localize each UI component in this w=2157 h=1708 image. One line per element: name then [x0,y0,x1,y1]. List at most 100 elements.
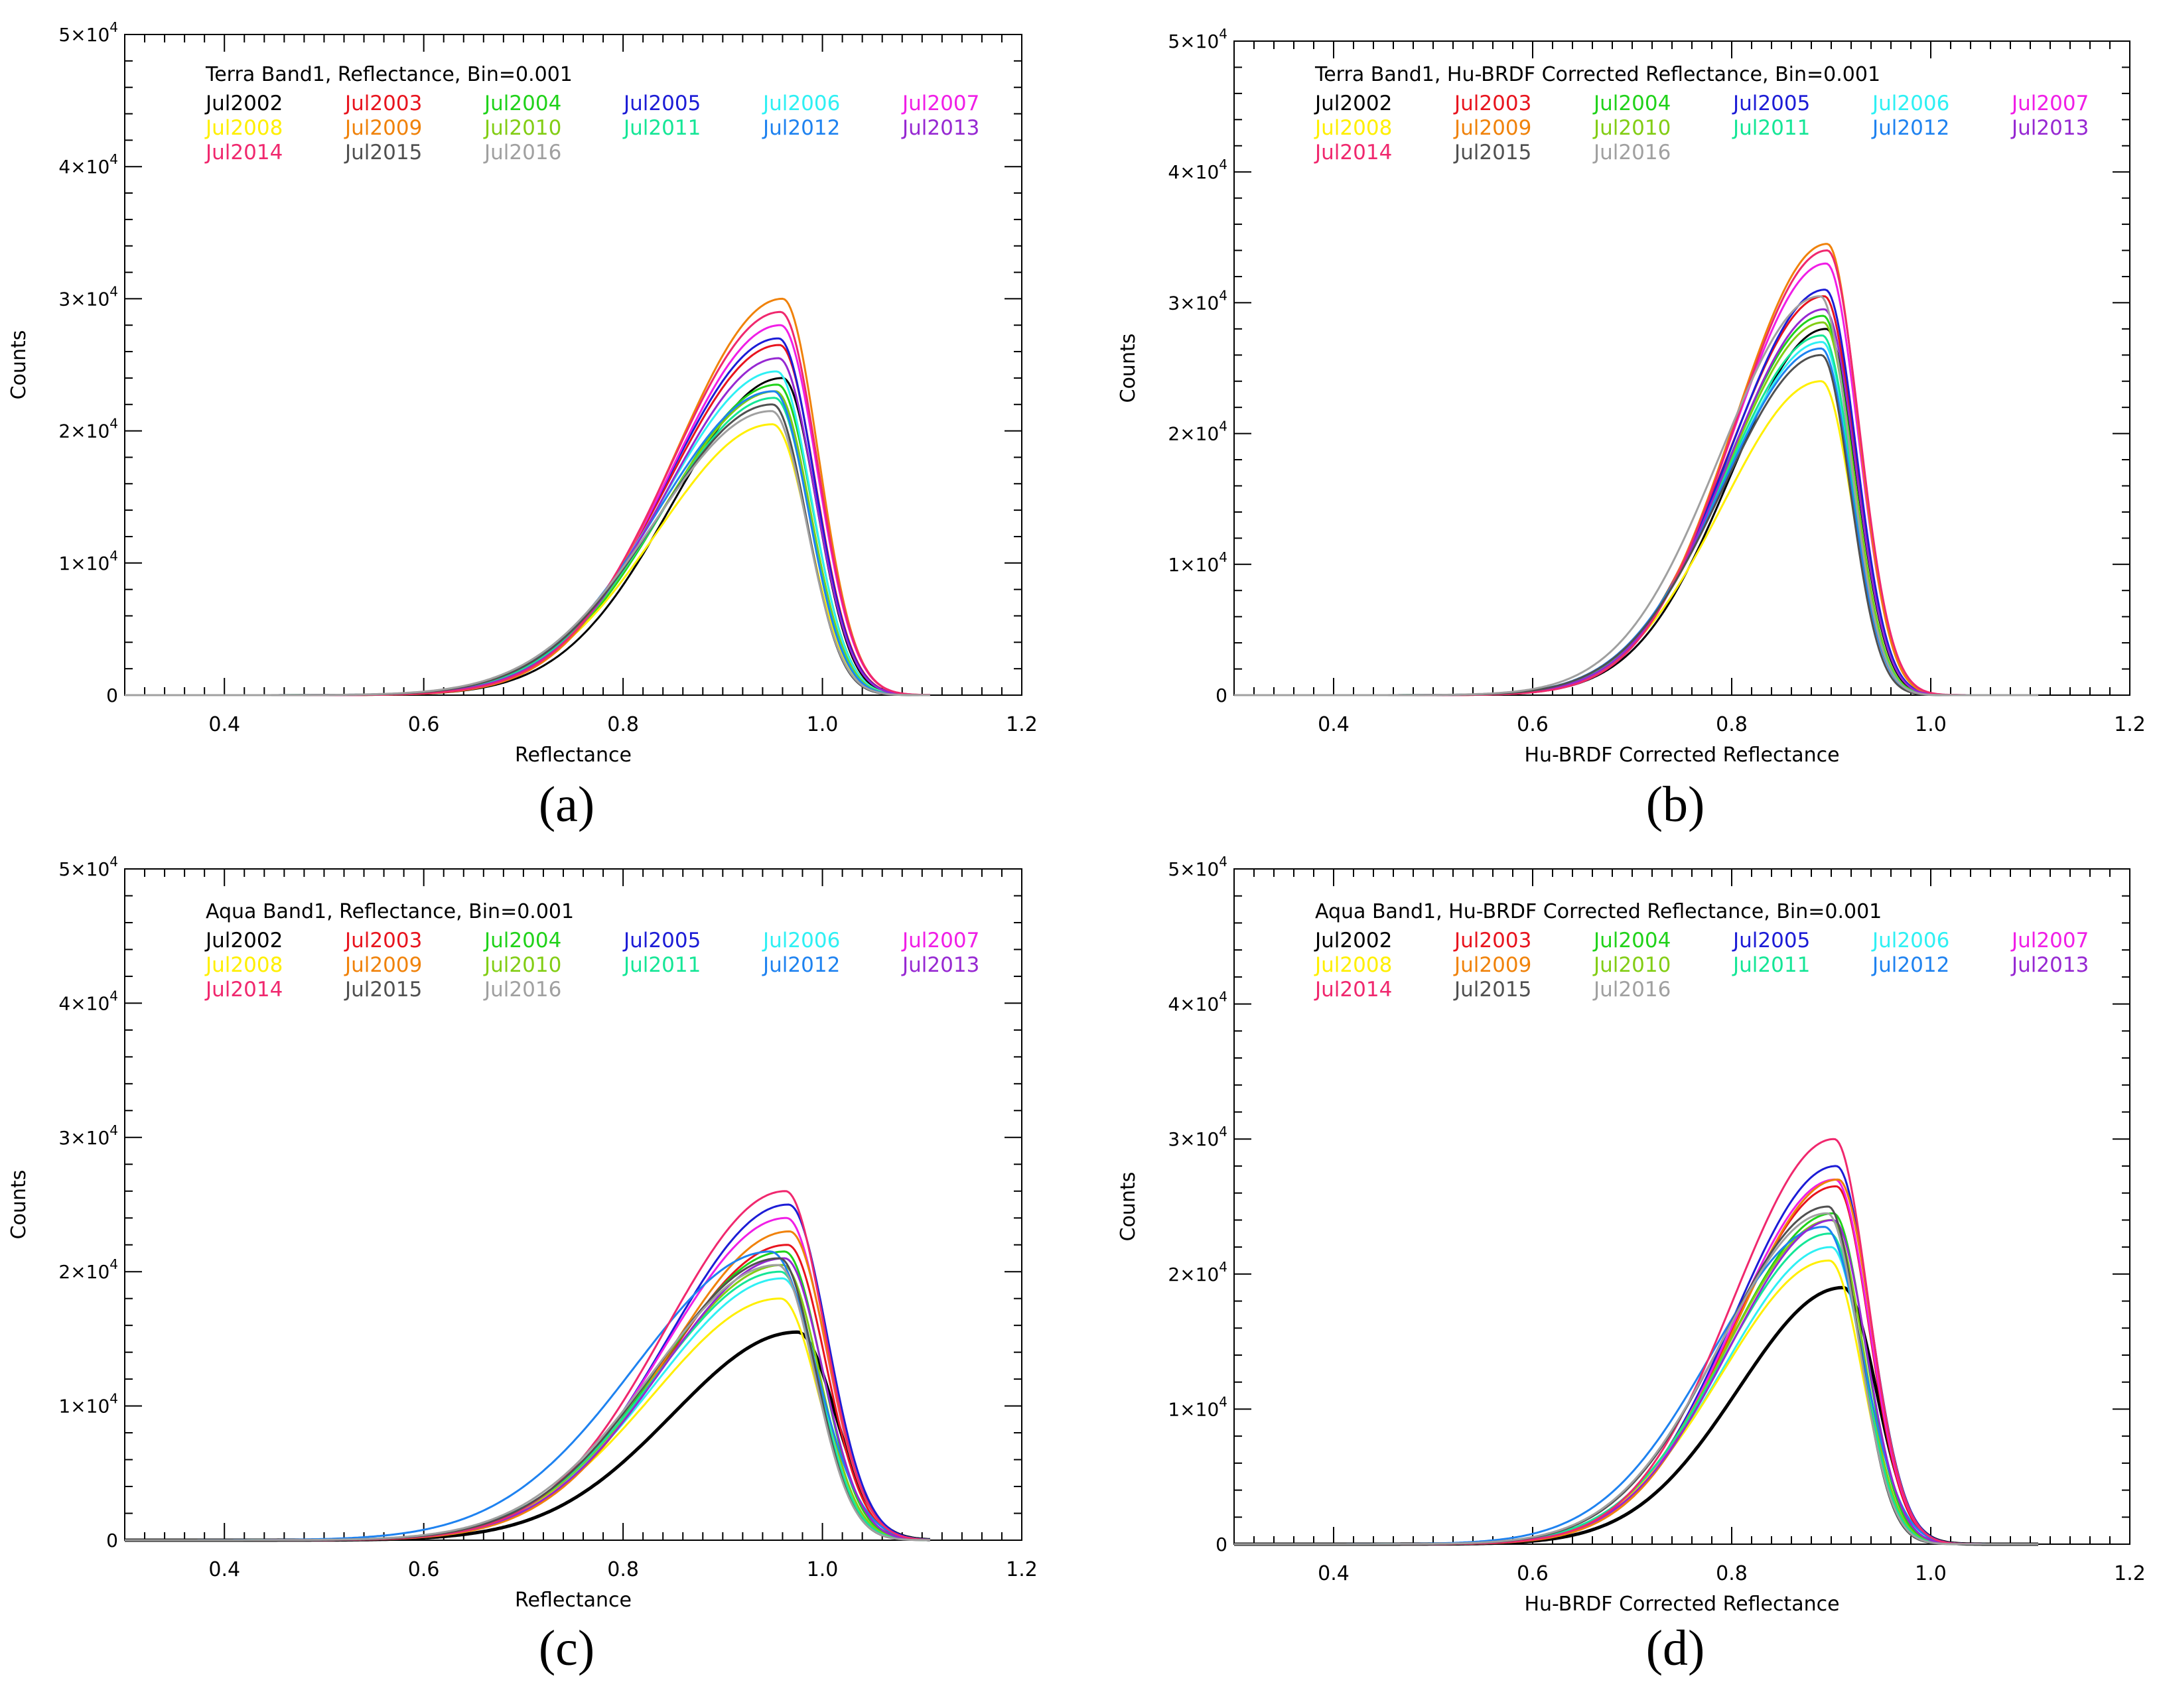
x-tick-label: 0.8 [607,1558,639,1581]
y-tick-label: 3×104 [1168,1124,1227,1150]
series-line-jul2012 [125,1250,930,1542]
y-tick-label: 1×104 [1168,1394,1227,1420]
panel-label: (d) [1646,1620,1705,1676]
legend-entry: Jul2015 [344,141,422,164]
y-tick-label: 5×104 [58,854,118,880]
y-tick-label: 4×104 [58,151,118,178]
plot-frame [1233,40,2130,696]
y-tick-label-exp: 4 [109,19,118,35]
series-line-jul2014 [125,1190,930,1542]
panel-label: (c) [539,1620,594,1676]
x-tick-label: 0.8 [1716,713,1748,736]
series-line-jul2010 [1234,1218,2038,1545]
legend-entry: Jul2010 [483,116,561,140]
series-line-jul2015 [1234,354,2038,696]
x-tick-label: 0.4 [208,713,240,736]
y-tick-label-base: 2×10 [58,1261,109,1283]
y-tick-label: 0 [106,685,118,706]
series-line-jul2016 [1234,295,2038,696]
legend-entry: Jul2012 [762,116,840,140]
y-tick-label-base: 2×10 [58,421,109,442]
legend-entry: Jul2005 [1732,929,1810,953]
y-tick-label-base: 0 [1216,685,1227,706]
x-tick-label: 0.8 [1716,1562,1748,1585]
legend-entry: Jul2006 [1871,92,1949,115]
plot-frame [124,868,1022,1541]
series-line-jul2009 [125,1230,930,1542]
x-tick-label: 0.6 [408,713,440,736]
legend-entry: Jul2015 [344,978,422,1002]
panel-label: (a) [539,777,594,832]
legend-entry: Jul2016 [1592,141,1671,164]
y-tick-label-exp: 4 [1219,1124,1227,1140]
y-tick-label: 2×104 [1168,419,1227,445]
series-line-jul2009 [1234,243,2038,696]
y-tick-label-base: 4×10 [1168,161,1219,183]
y-tick-label-base: 0 [106,1530,118,1551]
legend-entry: Jul2003 [1453,92,1531,115]
y-tick-label-exp: 4 [109,283,118,299]
y-tick-label-base: 5×10 [1168,31,1219,52]
y-tick-label-base: 0 [1216,1534,1227,1555]
y-tick-label-exp: 4 [109,1122,118,1138]
legend-entry: Jul2006 [762,92,840,115]
series-line-jul2011 [1234,1232,2038,1545]
y-tick-label-base: 2×10 [1168,1264,1219,1285]
y-tick-label-exp: 4 [1219,1259,1227,1275]
chart-panel-4: 0.4 0.6 0.8 1.0 1.201×1042×1043×1044×1045×10… [1117,854,2146,1676]
legend-entry: Jul2004 [483,92,561,115]
y-tick-label: 0 [106,1530,118,1551]
y-tick-label: 0 [1216,685,1227,706]
y-tick-label-base: 3×10 [58,1127,109,1149]
x-tick-label: 0.8 [607,713,639,736]
legend-entry: Jul2009 [1453,953,1531,977]
legend-entry: Jul2004 [1592,929,1671,953]
y-tick-label-base: 4×10 [1168,994,1219,1016]
y-tick-label: 2×104 [58,1256,118,1283]
series-line-jul2016 [125,410,930,696]
legend-entry: Jul2011 [1732,953,1810,977]
legend-entry: Jul2011 [622,116,701,140]
series-line-jul2002 [1234,1285,2038,1546]
legend-entry: Jul2006 [762,929,840,953]
x-axis-label: Hu-BRDF Corrected Reflectance [1524,744,1839,767]
y-tick-label-exp: 4 [1219,549,1227,565]
y-tick-label-base: 5×10 [58,24,109,46]
series-line-jul2014 [1234,1138,2038,1545]
legend-entry: Jul2015 [1453,978,1531,1002]
series-line-jul2016 [125,1264,930,1542]
series-line-jul2010 [125,390,930,696]
legend-entry: Jul2008 [1314,953,1392,977]
y-tick-label: 1×104 [1168,549,1227,576]
legend-entry: Jul2007 [2010,929,2089,953]
x-tick-label: 1.2 [2114,713,2146,736]
legend-entry: Jul2014 [204,978,283,1002]
legend-entry: Jul2006 [1871,929,1949,953]
chart-title: Terra Band1, Reflectance, Bin=0.001 [205,63,573,86]
legend-entry: Jul2014 [204,141,283,164]
legend-entry: Jul2002 [1314,929,1392,953]
y-tick-label-exp: 4 [109,1256,118,1272]
y-tick-label: 0 [1216,1534,1227,1555]
y-tick-label-base: 1×10 [1168,1398,1219,1420]
legend-entry: Jul2011 [622,953,701,977]
chart-panel-3: 0.4 0.6 0.8 1.0 1.201×1042×1043×1044×1045×10… [7,854,1038,1676]
x-tick-label: 1.0 [1915,713,1947,736]
legend-entry: Jul2008 [1314,116,1392,140]
y-tick-label-exp: 4 [1219,989,1227,1005]
y-tick-label-base: 5×10 [1168,858,1219,880]
y-tick-label-exp: 4 [109,151,118,167]
x-tick-label: 0.6 [408,1558,440,1581]
series-line-jul2003 [125,1244,930,1542]
x-tick-label: 0.4 [1318,713,1350,736]
legend-entry: Jul2003 [344,929,422,953]
legend-entry: Jul2010 [1592,116,1671,140]
legend-entry: Jul2009 [344,116,422,140]
series-line-jul2014 [1234,249,2038,696]
y-tick-label-base: 3×10 [58,288,109,310]
series-line-jul2007 [1234,262,2038,696]
x-tick-label: 0.4 [1318,1562,1350,1585]
series-line-jul2012 [125,390,930,696]
y-tick-label: 2×104 [58,416,118,442]
